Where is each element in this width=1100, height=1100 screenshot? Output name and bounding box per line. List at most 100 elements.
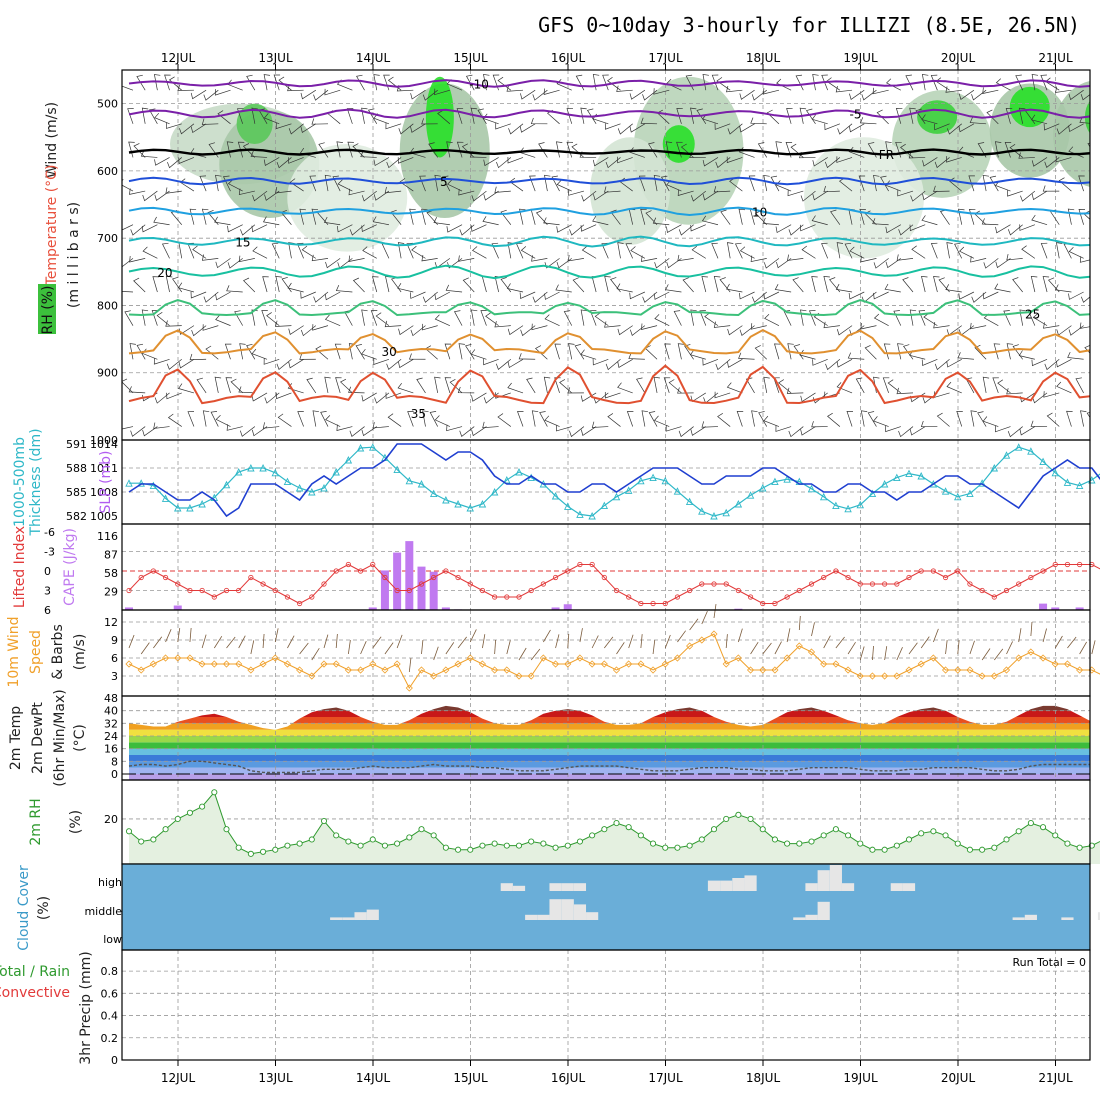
wind-barb [801,245,816,259]
thickness-marker [429,489,438,498]
wind10m-barb [421,640,424,655]
wind-barb [457,386,475,394]
wind-barb [800,190,816,202]
wind-barb [140,150,158,158]
wind-barb [262,422,280,429]
wind-barb [192,245,207,259]
wind-barb [1012,277,1023,293]
date-label-bottom: 17JUL [648,1071,683,1085]
lifted-index-marker [309,594,315,600]
thickness-marker [259,463,267,472]
wind10m-marker [381,666,389,674]
wind-barb [715,157,731,169]
slp-tick-label: 1008 [90,486,118,499]
rh2m-marker [1076,844,1083,851]
wind10m-speed-line [128,633,1100,689]
wind10m-marker [832,660,840,668]
wind-barb [1005,108,1013,124]
wind-label: Wind (m/s) [44,102,60,178]
wind10m-marker [698,636,706,644]
wind-barb [699,310,707,326]
wind-barb [189,208,197,225]
wind-barb [811,114,828,125]
wind-barb [133,277,146,293]
wind10m-barb [616,642,625,655]
wind-barb [222,175,231,192]
wind-barb [763,87,780,95]
rh2m-marker [320,817,328,825]
wind-barb [830,209,841,225]
lifted-index-marker [528,587,534,594]
rh2m-marker [735,811,742,818]
wind-barb [847,352,865,360]
thickness-marker [893,473,901,482]
wind-barb [520,89,536,100]
wind-barb [934,123,950,131]
wind-barb [994,283,1011,293]
rh2m-marker [893,842,900,849]
wind-barb [1048,277,1060,293]
wind10m-label: 10m Wind Speed & Barbs (m/s) [6,616,88,687]
wind-barb [604,321,621,328]
lifted-cape-panel: -6 -3 0 3 6 116 87 58 29 [44,523,1100,617]
wind10m-marker [320,660,328,668]
date-label-bottom: 19JUL [843,1071,878,1085]
wind-barb [776,258,792,269]
wind-barb [441,175,451,192]
wind-barb [361,309,368,326]
wind-barb [384,320,402,328]
wind-barb [786,387,804,394]
wind-barb [356,74,365,91]
wind10m-marker [954,666,962,674]
wind-barb [203,291,219,303]
wind-barb [739,246,755,259]
wind-barb [1020,190,1036,202]
wind-barb [786,108,793,124]
temperature-contour-10 [128,206,1090,217]
wind-barb [201,208,209,225]
wind-barb [397,242,405,259]
wind-barb [508,123,524,135]
wind-barb [456,108,464,124]
wind10m-marker [905,666,913,674]
wind10m-label-2: Speed [28,630,44,674]
wind-barb [313,291,329,303]
wind-barb [642,89,658,101]
wind-barb [446,141,453,158]
lifted-index-line [128,563,1100,605]
wind-barb [471,426,487,437]
precip-tick-label: 0.8 [101,965,119,978]
wind-barb [775,425,792,432]
wind-barb [1080,410,1087,427]
wind-barb [1003,310,1011,326]
wind10m-marker [442,666,450,674]
wind-barb [827,412,841,427]
wind-barb [763,415,780,427]
thickness-marker [734,499,743,508]
wind-barb [701,276,708,293]
cape-bar [417,566,426,610]
wind-barb [824,123,841,131]
wind-barb [153,74,161,91]
wind-barb [154,190,170,201]
wind10m-barb [872,645,874,661]
wind-barb [812,73,819,91]
wind-barb [873,313,889,326]
wind-barb [1043,391,1060,398]
rh2m-marker [637,832,644,839]
lifted-index-marker [370,561,376,568]
wind-barb [918,310,926,326]
wind-barb [178,157,195,165]
date-label-top: 21JUL [1038,51,1073,65]
wind-barb [544,314,560,326]
wind-barb [179,123,195,135]
wind-barb [1031,358,1048,367]
wind-barb [974,344,987,360]
thickness-label: 1000-500mb [12,437,28,527]
thickness-marker [1063,478,1072,486]
wind10m-barb [567,633,570,649]
wind-barb [477,108,487,125]
wind-barb [334,343,342,360]
wind-barb [580,349,597,360]
temp2m-plot [122,698,1090,780]
